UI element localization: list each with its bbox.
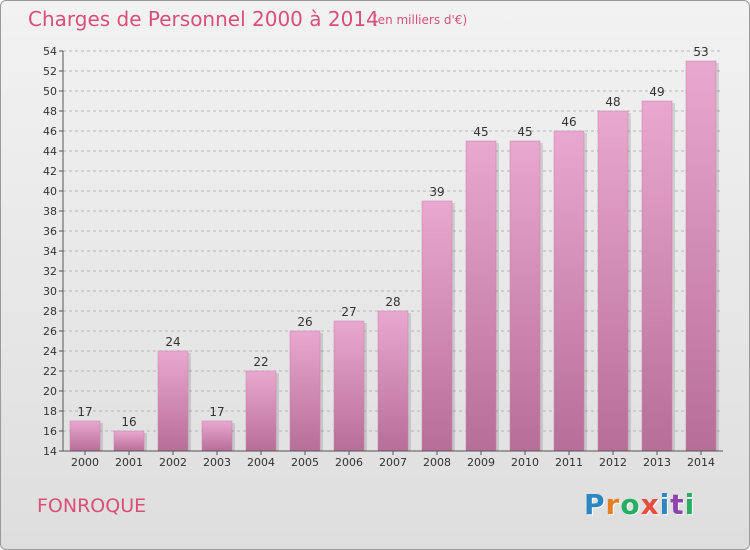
bar bbox=[245, 370, 277, 452]
bar bbox=[201, 420, 233, 452]
data-label: 28 bbox=[385, 295, 400, 309]
y-tick-label: 28 bbox=[43, 305, 57, 318]
bar bbox=[289, 330, 321, 452]
logo-letter: i bbox=[659, 488, 671, 521]
x-tick-label: 2014 bbox=[687, 456, 715, 469]
logo-letter: o bbox=[620, 488, 641, 521]
logo-letter: r bbox=[605, 488, 621, 521]
y-tick-label: 38 bbox=[43, 205, 57, 218]
bar bbox=[69, 420, 101, 452]
y-tick-label: 14 bbox=[43, 445, 57, 458]
labels: 14 16 18 20 22 24 26 28 30 32 34 36 38 40 42 44 46 48 50 52… bbox=[43, 45, 715, 469]
bar bbox=[157, 350, 189, 452]
bar bbox=[509, 140, 541, 452]
y-tick-label: 32 bbox=[43, 265, 57, 278]
data-label: 26 bbox=[297, 315, 312, 329]
x-tick-label: 2006 bbox=[335, 456, 363, 469]
chart-subtitle: (en milliers d'€) bbox=[373, 13, 468, 27]
bar bbox=[333, 320, 365, 452]
y-tick-label: 30 bbox=[43, 285, 57, 298]
bar bbox=[685, 60, 717, 452]
data-label: 49 bbox=[649, 85, 664, 99]
y-tick-label: 42 bbox=[43, 165, 57, 178]
data-label: 53 bbox=[693, 45, 708, 59]
data-label: 22 bbox=[253, 355, 268, 369]
y-tick-label: 16 bbox=[43, 425, 57, 438]
bar bbox=[641, 100, 673, 452]
y-tick-label: 48 bbox=[43, 105, 57, 118]
x-tick-label: 2007 bbox=[379, 456, 407, 469]
y-tick-label: 24 bbox=[43, 345, 57, 358]
logo-letter: P bbox=[584, 488, 606, 521]
y-tick-label: 34 bbox=[43, 245, 57, 258]
x-tick-label: 2002 bbox=[159, 456, 187, 469]
x-tick-label: 2009 bbox=[467, 456, 495, 469]
y-tick-label: 52 bbox=[43, 65, 57, 78]
y-tick-label: 26 bbox=[43, 325, 57, 338]
y-tick-label: 22 bbox=[43, 365, 57, 378]
x-tick-label: 2000 bbox=[71, 456, 99, 469]
x-tick-label: 2012 bbox=[599, 456, 627, 469]
data-label: 39 bbox=[429, 185, 444, 199]
logo-letter: t bbox=[670, 488, 685, 521]
data-label: 17 bbox=[209, 405, 224, 419]
data-label: 27 bbox=[341, 305, 356, 319]
place-name: FONROQUE bbox=[37, 495, 147, 517]
bar bbox=[465, 140, 497, 452]
axes bbox=[59, 50, 723, 455]
y-tick-label: 50 bbox=[43, 85, 57, 98]
y-tick-label: 20 bbox=[43, 385, 57, 398]
data-label: 46 bbox=[561, 115, 576, 129]
data-label: 17 bbox=[77, 405, 92, 419]
data-label: 48 bbox=[605, 95, 620, 109]
bar bbox=[113, 430, 145, 452]
x-tick-label: 2008 bbox=[423, 456, 451, 469]
x-tick-label: 2010 bbox=[511, 456, 539, 469]
bar bbox=[597, 110, 629, 452]
bar bbox=[553, 130, 585, 452]
chart-title: Charges de Personnel 2000 à 2014 bbox=[28, 7, 379, 31]
data-label: 24 bbox=[165, 335, 180, 349]
x-tick-label: 2001 bbox=[115, 456, 143, 469]
logo-letter: i bbox=[684, 488, 696, 521]
x-tick-label: 2004 bbox=[247, 456, 275, 469]
y-tick-label: 40 bbox=[43, 185, 57, 198]
data-label: 16 bbox=[121, 415, 136, 429]
x-tick-label: 2003 bbox=[203, 456, 231, 469]
x-tick-label: 2011 bbox=[555, 456, 583, 469]
bar bbox=[421, 200, 453, 452]
x-tick-label: 2013 bbox=[643, 456, 671, 469]
data-label: 45 bbox=[473, 125, 488, 139]
data-label: 45 bbox=[517, 125, 532, 139]
logo-letter: x bbox=[640, 488, 660, 521]
x-tick-label: 2005 bbox=[291, 456, 319, 469]
y-tick-label: 54 bbox=[43, 45, 57, 58]
bars bbox=[69, 60, 719, 452]
y-tick-label: 46 bbox=[43, 125, 57, 138]
y-tick-label: 44 bbox=[43, 145, 57, 158]
y-tick-label: 36 bbox=[43, 225, 57, 238]
bar bbox=[377, 310, 409, 452]
proxiti-logo[interactable]: Proxiti bbox=[584, 488, 695, 521]
y-tick-label: 18 bbox=[43, 405, 57, 418]
